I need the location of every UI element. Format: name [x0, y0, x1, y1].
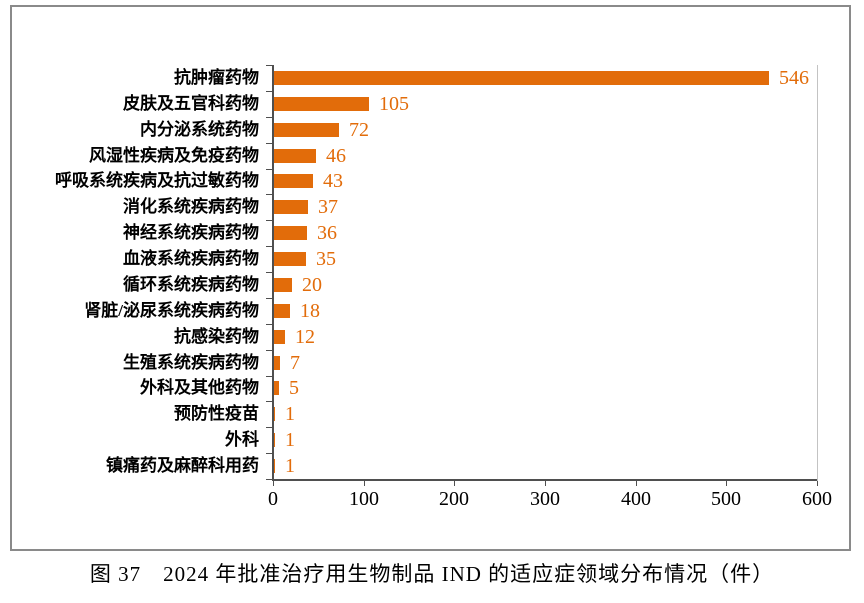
value-label: 18 — [300, 300, 320, 322]
bar — [274, 97, 369, 111]
y-axis-tick — [266, 169, 272, 170]
value-label: 37 — [318, 196, 338, 218]
value-label: 43 — [323, 170, 343, 192]
category-label: 风湿性疾病及免疫药物 — [89, 146, 259, 165]
category-label: 外科及其他药物 — [140, 378, 259, 397]
plot-area-right-border — [817, 65, 818, 483]
value-label: 36 — [317, 222, 337, 244]
x-axis-tick-label: 300 — [530, 488, 560, 510]
y-axis-line — [272, 65, 274, 480]
category-label: 循环系统疾病药物 — [123, 275, 259, 294]
category-label: 抗感染药物 — [174, 327, 259, 346]
bar — [274, 149, 316, 163]
y-axis-tick — [266, 350, 272, 351]
bar — [274, 459, 275, 473]
x-axis-tick — [817, 481, 818, 486]
value-label: 105 — [379, 93, 409, 115]
value-label: 35 — [316, 248, 336, 270]
value-label: 46 — [326, 145, 346, 167]
y-axis-tick — [266, 220, 272, 221]
category-label: 消化系统疾病药物 — [123, 197, 259, 216]
category-label: 呼吸系统疾病及抗过敏药物 — [55, 171, 259, 190]
y-axis-tick — [266, 117, 272, 118]
value-label: 5 — [289, 377, 299, 399]
x-axis-tick — [273, 481, 274, 486]
bar — [274, 71, 769, 85]
value-label: 12 — [295, 326, 315, 348]
bar — [274, 381, 279, 395]
x-axis-line — [272, 479, 817, 481]
x-axis-tick-label: 500 — [711, 488, 741, 510]
bar — [274, 226, 307, 240]
figure-caption: 图 37 2024 年批准治疗用生物制品 IND 的适应症领域分布情况（件） — [89, 562, 775, 586]
value-label: 1 — [285, 403, 295, 425]
y-axis-tick — [266, 479, 272, 480]
y-axis-tick — [266, 246, 272, 247]
x-axis-tick-label: 600 — [802, 488, 832, 510]
x-axis-tick-label: 200 — [439, 488, 469, 510]
bar — [274, 174, 313, 188]
category-label: 肾脏/泌尿系统疾病药物 — [84, 301, 259, 320]
x-axis-tick — [726, 481, 727, 486]
value-label: 20 — [302, 274, 322, 296]
value-label: 72 — [349, 119, 369, 141]
chart-frame: 0 100 200 300 400 500 600 抗肿瘤药物 546 皮肤及五官科药物 105 内分… — [10, 5, 851, 551]
y-axis-tick — [266, 298, 272, 299]
y-axis-tick — [266, 453, 272, 454]
y-axis-tick — [266, 194, 272, 195]
bar — [274, 123, 339, 137]
y-axis-tick — [266, 65, 272, 66]
category-label: 皮肤及五官科药物 — [123, 94, 259, 113]
category-label: 预防性疫苗 — [174, 404, 259, 423]
bar — [274, 356, 280, 370]
category-label: 外科 — [225, 430, 259, 449]
x-axis-tick — [636, 481, 637, 486]
x-axis-tick — [545, 481, 546, 486]
x-axis-tick-label: 0 — [268, 488, 278, 510]
category-label: 抗肿瘤药物 — [174, 68, 259, 87]
bar — [274, 407, 275, 421]
category-label: 血液系统疾病药物 — [123, 249, 259, 268]
bar — [274, 200, 308, 214]
y-axis-tick — [266, 376, 272, 377]
category-label: 神经系统疾病药物 — [123, 223, 259, 242]
x-axis-tick-label: 400 — [621, 488, 651, 510]
y-axis-tick — [266, 272, 272, 273]
value-label: 546 — [779, 67, 809, 89]
x-axis-tick — [454, 481, 455, 486]
value-label: 7 — [290, 352, 300, 374]
value-label: 1 — [285, 455, 295, 477]
y-axis-tick — [266, 91, 272, 92]
y-axis-tick — [266, 143, 272, 144]
value-label: 1 — [285, 429, 295, 451]
y-axis-tick — [266, 401, 272, 402]
bar — [274, 252, 306, 266]
bar — [274, 304, 290, 318]
category-label: 内分泌系统药物 — [140, 120, 259, 139]
y-axis-tick — [266, 427, 272, 428]
y-axis-tick — [266, 324, 272, 325]
category-label: 镇痛药及麻醉科用药 — [106, 456, 259, 475]
bar — [274, 433, 275, 447]
category-label: 生殖系统疾病药物 — [123, 353, 259, 372]
bar — [274, 278, 292, 292]
bar — [274, 330, 285, 344]
x-axis-tick — [364, 481, 365, 486]
x-axis-tick-label: 100 — [349, 488, 379, 510]
